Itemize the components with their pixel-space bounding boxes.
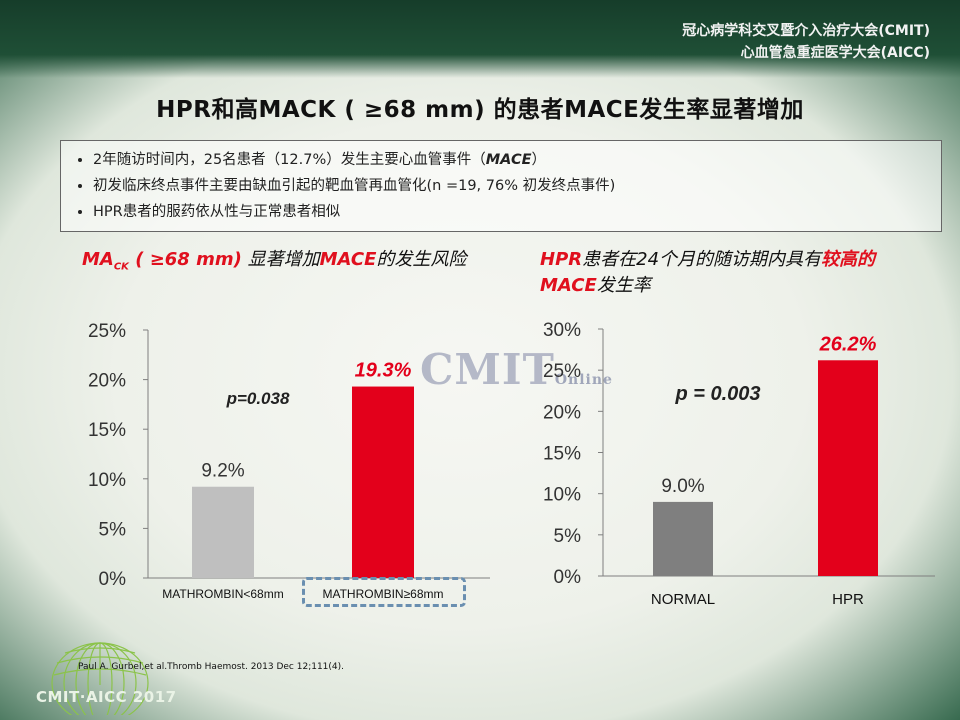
bar xyxy=(818,360,878,576)
p-value-annotation: p=0.038 xyxy=(226,389,290,408)
category-label: MATHROMBIN≥68mm xyxy=(322,587,443,601)
subtitle-red-text: MACK ( ≥68 mm) xyxy=(82,249,242,273)
subtitle-text: 显著增加 xyxy=(241,249,320,270)
y-tick-label: 30% xyxy=(543,320,581,341)
category-label: MATHROMBIN<68mm xyxy=(162,587,283,601)
cmit-dome-logo xyxy=(51,642,149,715)
left-chart-subtitle: MACK ( ≥68 mm) 显著增加MACE的发生风险 xyxy=(82,247,492,281)
summary-item: HPR患者的服药依从性与正常患者相似 xyxy=(93,199,929,225)
y-tick-label: 10% xyxy=(88,470,126,491)
y-tick-label: 25% xyxy=(543,361,581,382)
summary-text: ） xyxy=(531,152,547,168)
subtitle-red-text: 较高的MACE xyxy=(540,249,876,296)
subtitle-text: 的发生风险 xyxy=(376,249,467,270)
summary-text: 2年随访时间内，25名患者（12.7%）发生主要心血管事件（ xyxy=(93,152,486,168)
summary-item: 初发临床终点事件主要由缺血引起的靶血管再血管化(n =19, 76% 初发终点事… xyxy=(93,173,929,199)
y-tick-label: 20% xyxy=(88,371,126,392)
summary-box: 2年随访时间内，25名患者（12.7%）发生主要心血管事件（MACE） 初发临床… xyxy=(60,140,942,232)
cmit-aicc-logo-text: CMIT·AICC 2017 xyxy=(36,688,177,706)
header-band xyxy=(0,0,960,78)
conference-name-line2: 心血管急重症医学大会(AICC) xyxy=(740,45,930,61)
subtitle-text: 发生率 xyxy=(596,275,651,296)
bar-value-label: 19.3% xyxy=(355,360,412,382)
reference-citation: Paul A. Gurbel,et al.Thromb Haemost. 201… xyxy=(78,662,345,672)
bar-value-label: 9.0% xyxy=(661,476,704,497)
conference-name-line1: 冠心病学科交叉暨介入治疗大会(CMIT) xyxy=(682,23,930,39)
bar xyxy=(192,486,254,578)
right-chart-subtitle: HPR患者在24个月的随访期内具有较高的MACE发生率 xyxy=(540,247,920,299)
conference-name: 冠心病学科交叉暨介入治疗大会(CMIT) 心血管急重症医学大会(AICC) xyxy=(682,20,930,64)
left-bar-chart: 0% 5% 10% 15% 20% 25% 9.2% MATHROMBIN<68mm 19.3%… xyxy=(88,321,490,601)
y-tick-label: 0% xyxy=(554,567,582,588)
subtitle-red-text: HPR xyxy=(540,249,583,270)
category-label: HPR xyxy=(832,591,864,608)
category-label: NORMAL xyxy=(651,591,715,608)
y-tick-label: 5% xyxy=(99,519,127,540)
subtitle-red-text: MACE xyxy=(319,249,377,270)
p-value-annotation: p = 0.003 xyxy=(674,383,760,405)
bar xyxy=(352,386,414,578)
y-tick-label: 25% xyxy=(88,321,126,342)
y-tick-label: 20% xyxy=(543,402,581,423)
y-tick-label: 10% xyxy=(543,485,581,506)
highlight-dashed-box xyxy=(302,577,466,607)
y-tick-label: 15% xyxy=(88,420,126,441)
y-tick-label: 0% xyxy=(99,569,127,590)
y-tick-label: 15% xyxy=(543,444,581,465)
right-bar-chart: 0% 5% 10% 15% 20% 25% 30% 9.0% NORMAL 26.2% HPR p =… xyxy=(543,320,935,608)
y-tick-label: 5% xyxy=(554,526,582,547)
subtitle-text: 患者在24个月的随访期内具有 xyxy=(582,249,822,270)
summary-emphasis: MACE xyxy=(485,152,532,168)
bar xyxy=(653,501,713,576)
bar-value-label: 26.2% xyxy=(819,333,877,355)
bar-value-label: 9.2% xyxy=(201,461,244,482)
summary-item: 2年随访时间内，25名患者（12.7%）发生主要心血管事件（MACE） xyxy=(93,147,929,173)
slide-title: HPR和高MACK ( ≥68 mm) 的患者MACE发生率显著增加 xyxy=(156,97,804,123)
cmit-watermark: CMITOnline xyxy=(420,345,613,394)
